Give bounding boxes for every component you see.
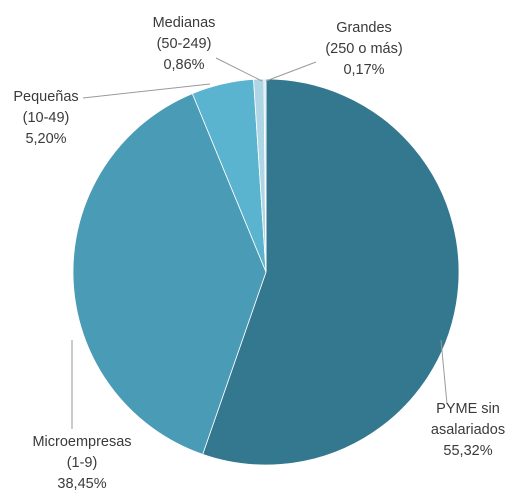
leader-lines-layer <box>71 57 448 429</box>
data-label-value: 0,86% <box>163 57 204 73</box>
data-label-1: Microempresas (1-9) 38,45% <box>32 434 131 492</box>
slices-layer <box>72 78 460 466</box>
data-labels-layer: PYME sin asalariados 55,32% Microempresas (1… <box>13 15 505 492</box>
data-label-category-line: (10-49) <box>23 110 70 126</box>
data-label-value: 5,20% <box>25 131 66 147</box>
data-label-0: PYME sin asalariados 55,32% <box>431 401 505 459</box>
data-label-category-line: Pequeñas <box>13 89 78 105</box>
pie-slice-1 <box>72 93 267 455</box>
data-label-category-line: (250 o más) <box>325 41 402 57</box>
leader-line-0 <box>440 339 448 405</box>
leader-line-4 <box>265 61 317 82</box>
data-label-4: Grandes (250 o más) 0,17% <box>325 20 402 78</box>
data-label-category-line: PYME sin <box>436 401 500 417</box>
leader-line-3 <box>215 57 263 82</box>
pie-slice-4 <box>263 78 267 273</box>
data-label-2: Pequeñas (10-49) 5,20% <box>13 89 78 147</box>
data-label-category-line: (50-249) <box>157 36 212 52</box>
data-label-category-line: Microempresas <box>32 434 131 450</box>
leader-line-2 <box>82 83 211 99</box>
data-label-value: 0,17% <box>343 62 384 78</box>
data-label-value: 38,45% <box>57 476 106 492</box>
data-label-category-line: (1-9) <box>67 455 98 471</box>
data-label-category-line: Grandes <box>336 20 392 36</box>
data-label-3: Medianas (50-249) 0,86% <box>153 15 216 73</box>
pie-slice-0 <box>202 78 460 466</box>
data-label-value: 55,32% <box>443 443 492 459</box>
data-label-category-line: Medianas <box>153 15 216 31</box>
data-label-category-line: asalariados <box>431 422 505 438</box>
